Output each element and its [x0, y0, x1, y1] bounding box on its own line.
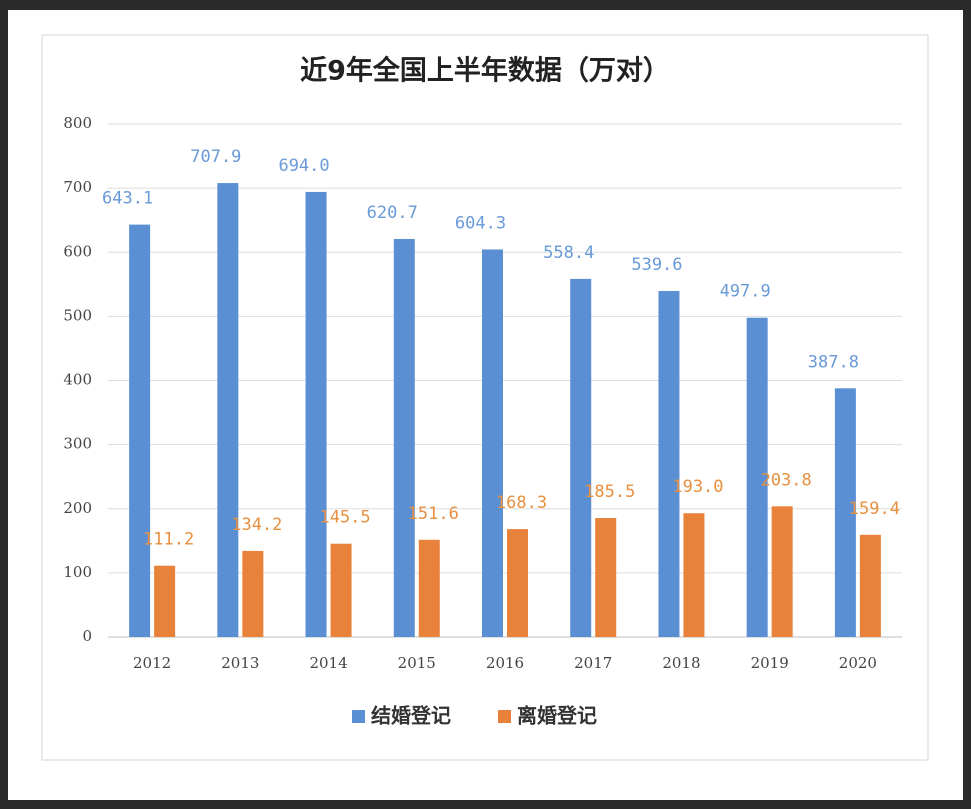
- legend-label: 结婚登记: [371, 704, 451, 728]
- bar: [595, 518, 617, 637]
- legend-label: 离婚登记: [517, 704, 597, 728]
- y-tick-label: 300: [63, 435, 92, 453]
- bar: [746, 317, 768, 637]
- bar: [683, 513, 705, 637]
- y-tick-label: 600: [63, 242, 92, 260]
- x-tick-label: 2018: [662, 654, 700, 672]
- data-label: 694.0: [278, 156, 329, 176]
- legend-swatch: [498, 710, 511, 723]
- bar: [242, 550, 264, 637]
- data-label: 497.9: [720, 282, 771, 302]
- x-tick-label: 2015: [398, 654, 436, 672]
- bar: [129, 224, 151, 637]
- data-label: 643.1: [102, 189, 153, 209]
- bar: [482, 249, 503, 638]
- x-tick-label: 2020: [839, 654, 877, 672]
- data-label: 185.5: [584, 482, 635, 502]
- x-tick-label: 2014: [309, 654, 347, 672]
- data-label: 111.2: [143, 530, 194, 550]
- bar: [834, 388, 856, 637]
- bar: [859, 534, 881, 637]
- data-label: 203.8: [761, 470, 812, 490]
- data-label: 159.4: [849, 499, 900, 519]
- bar: [570, 278, 592, 637]
- data-label: 151.6: [408, 504, 459, 524]
- data-label: 168.3: [496, 493, 547, 513]
- bar: [507, 529, 528, 637]
- y-tick-label: 400: [63, 371, 92, 389]
- chart-title: 近9年全国上半年数据（万对）: [300, 55, 670, 87]
- y-tick-label: 700: [63, 178, 92, 196]
- data-label: 558.4: [543, 243, 594, 263]
- legend-swatch: [352, 710, 365, 723]
- x-tick-label: 2016: [486, 654, 524, 672]
- x-tick-label: 2017: [574, 654, 612, 672]
- bar: [771, 506, 793, 637]
- y-tick-label: 800: [63, 114, 92, 132]
- bar: [418, 539, 440, 637]
- data-label: 539.6: [631, 255, 682, 275]
- bar: [330, 543, 352, 637]
- data-label: 604.3: [455, 213, 506, 233]
- data-label: 620.7: [367, 203, 418, 223]
- y-tick-label: 0: [82, 627, 92, 645]
- bar: [658, 290, 680, 637]
- x-tick-label: 2013: [221, 654, 259, 672]
- bar: [154, 565, 176, 637]
- x-tick-label: 2012: [133, 654, 171, 672]
- bar: [393, 238, 415, 637]
- data-label: 193.0: [672, 477, 723, 497]
- bar: [305, 191, 327, 637]
- y-tick-label: 200: [63, 499, 92, 517]
- data-label: 387.8: [808, 352, 859, 372]
- y-tick-label: 500: [63, 306, 92, 324]
- data-label: 134.2: [231, 515, 282, 535]
- y-tick-label: 100: [63, 563, 92, 581]
- data-label: 145.5: [319, 508, 370, 528]
- x-tick-label: 2019: [751, 654, 789, 672]
- data-label: 707.9: [190, 147, 241, 167]
- bar: [217, 183, 239, 637]
